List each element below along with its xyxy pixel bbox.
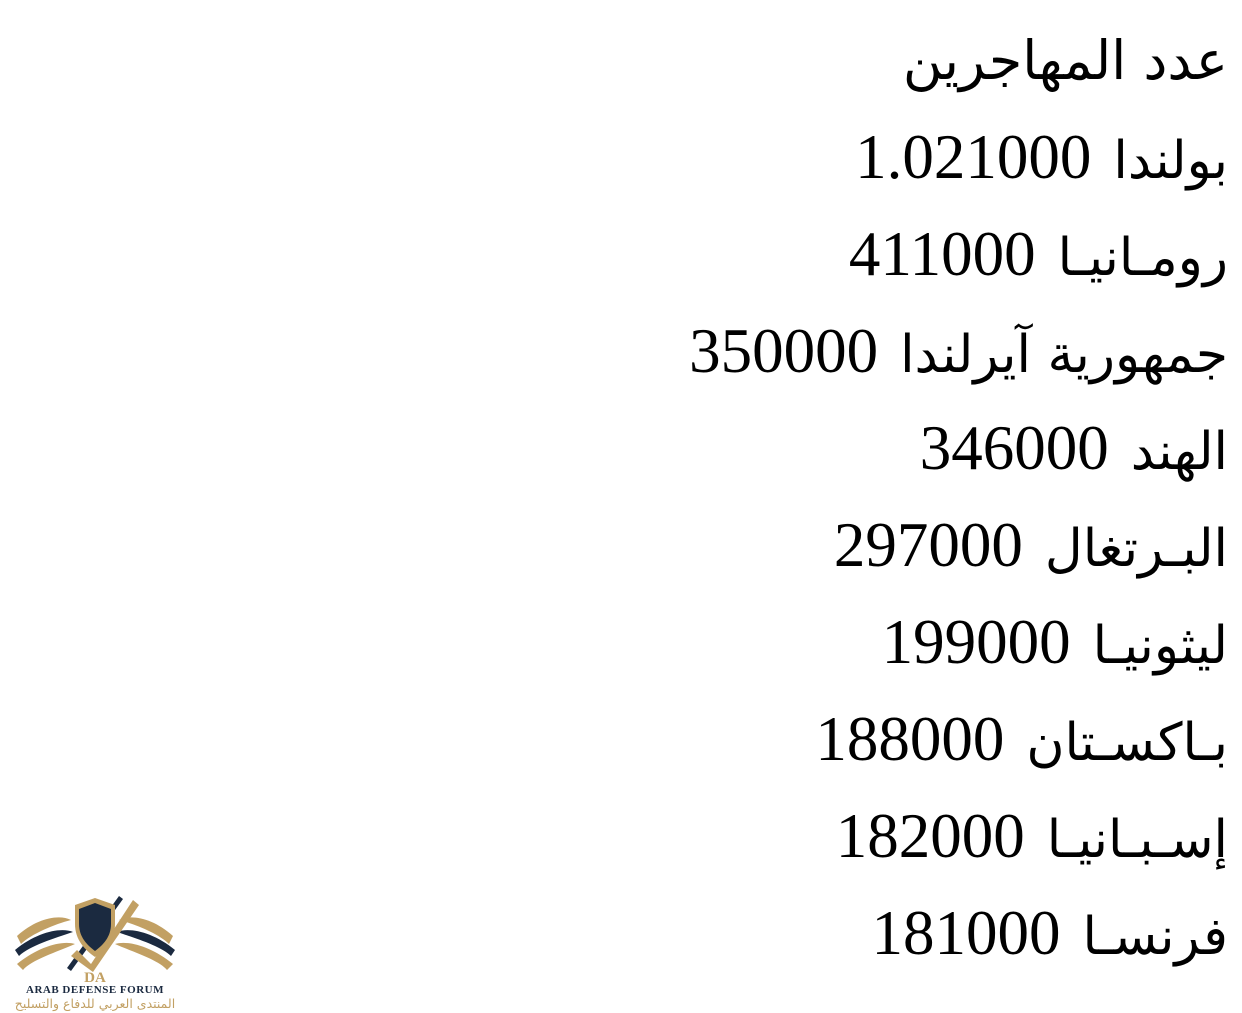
list-item: إسـبـانيـا 182000 — [689, 788, 1228, 885]
wing-left-icon — [15, 917, 75, 970]
migrant-count: 350000 — [689, 316, 879, 386]
migrant-count: 199000 — [881, 607, 1071, 677]
migrant-count: 1.021000 — [855, 122, 1092, 192]
country-name: البـرتغال — [1044, 519, 1228, 579]
shield-icon — [75, 897, 115, 957]
country-name: بـاكسـتان — [1026, 713, 1228, 773]
list-item: البـرتغال 297000 — [689, 497, 1228, 594]
list-item: ليثونيـا 199000 — [689, 594, 1228, 691]
country-name: رومـانيـا — [1057, 228, 1228, 288]
da-monogram: DA — [84, 970, 106, 984]
arab-defense-forum-watermark: DA ARAB DEFENSE FORUM المنتدى العربي للد… — [10, 894, 180, 1011]
page-title: عدد المهاجرين — [689, 12, 1228, 109]
check-swoosh-icon — [71, 899, 139, 972]
watermark-name-ar: المنتدى العربي للدفاع والتسليح — [14, 995, 176, 1011]
country-name: إسـبـانيـا — [1046, 810, 1228, 870]
country-name: جمهورية آيرلندا — [900, 325, 1228, 385]
list-item: رومـانيـا 411000 — [689, 206, 1228, 303]
country-name: الهند — [1130, 422, 1228, 482]
migrant-count: 182000 — [835, 801, 1025, 871]
list-item: بـاكسـتان 188000 — [689, 691, 1228, 788]
country-name: ليثونيـا — [1092, 616, 1228, 676]
list-item: الهند 346000 — [689, 400, 1228, 497]
list-item: جمهورية آيرلندا 350000 — [689, 303, 1228, 400]
watermark-name-en: ARAB DEFENSE FORUM — [26, 983, 164, 996]
page-title-text: عدد المهاجرين — [902, 29, 1228, 92]
arab-defense-forum-logo-icon: DA — [15, 895, 175, 984]
list-item: بولندا 1.021000 — [689, 109, 1228, 206]
migrant-count: 297000 — [833, 510, 1023, 580]
migrant-count: 181000 — [871, 898, 1061, 968]
migrant-count: 411000 — [848, 219, 1036, 289]
country-name: بولندا — [1113, 131, 1228, 191]
migrant-figures-list: عدد المهاجرين بولندا 1.021000 رومـانيـا 41… — [689, 12, 1228, 982]
country-name: فرنسـا — [1082, 907, 1229, 967]
list-item: فرنسـا 181000 — [689, 885, 1229, 982]
migrant-count: 346000 — [919, 413, 1109, 483]
migrant-count: 188000 — [815, 704, 1005, 774]
wing-right-icon — [115, 917, 175, 970]
